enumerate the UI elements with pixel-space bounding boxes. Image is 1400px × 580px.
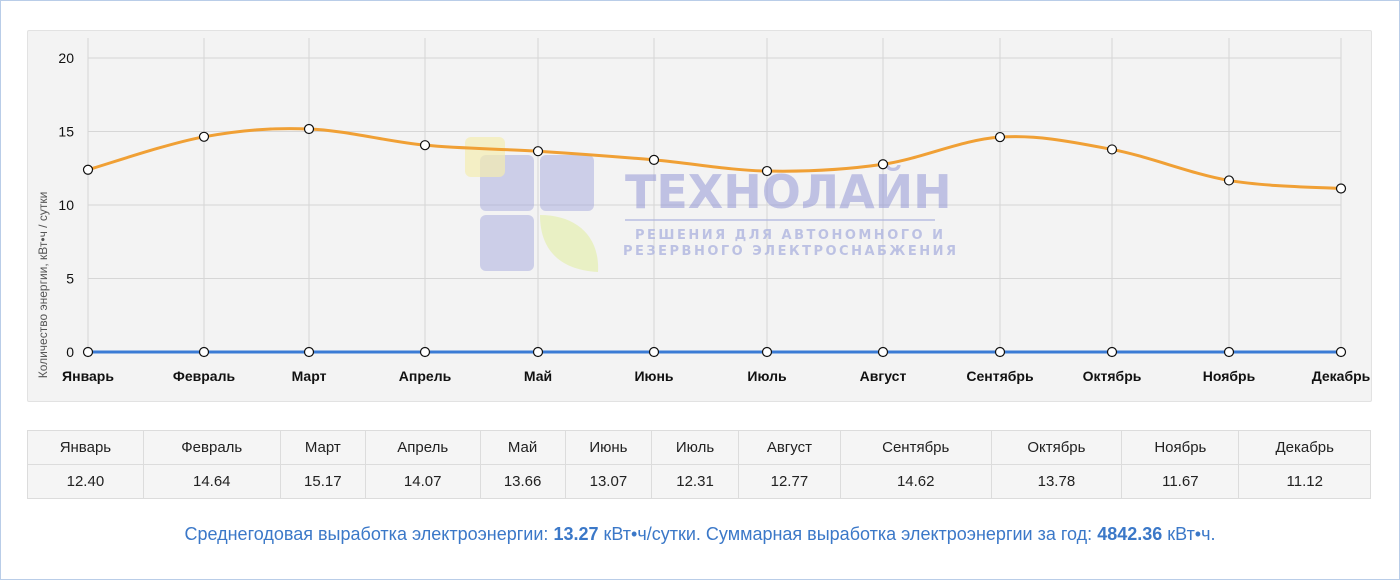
series-2-point bbox=[82, 346, 94, 358]
table-header-cell: Октябрь bbox=[990, 430, 1123, 465]
energy-line-chart: ТЕХНОЛАЙН РЕШЕНИЯ ДЛЯ АВТОНОМНОГО И РЕЗЕ… bbox=[36, 38, 1371, 384]
summary-text: Среднегодовая выработка электроэнергии: … bbox=[0, 524, 1400, 545]
series-1-point bbox=[303, 123, 315, 135]
series-2-point bbox=[419, 346, 431, 358]
total-label: Суммарная выработка электроэнергии за го… bbox=[705, 524, 1093, 544]
x-tick-label: Апрель bbox=[399, 368, 452, 384]
table-header-cell: Август bbox=[737, 430, 841, 465]
x-axis: Январь Февраль Март Апрель Май Июнь Июль Август… bbox=[62, 368, 1371, 384]
y-tick-label: 15 bbox=[58, 124, 74, 140]
y-axis: 0 5 10 15 20 bbox=[58, 50, 74, 360]
logo-panel-2 bbox=[540, 155, 594, 211]
series-1-point bbox=[1223, 175, 1235, 186]
series-2-point bbox=[303, 346, 315, 358]
x-tick-label: Декабрь bbox=[1312, 368, 1371, 384]
series-2-point bbox=[1335, 346, 1347, 358]
series-2-point bbox=[877, 346, 889, 358]
logo-sun bbox=[465, 137, 505, 177]
x-tick-label: Июнь bbox=[634, 368, 673, 384]
table-value-cell: 12.31 bbox=[651, 464, 739, 499]
total-value: 4842.36 bbox=[1097, 524, 1163, 544]
series-2-point bbox=[1223, 346, 1235, 358]
chart-panel bbox=[27, 30, 1372, 402]
series-2-point bbox=[994, 346, 1006, 358]
x-tick-label: Май bbox=[524, 368, 552, 384]
table-value-cell: 12.77 bbox=[737, 464, 841, 499]
table-header-cell: Декабрь bbox=[1238, 430, 1371, 465]
table-header-cell: Июнь bbox=[564, 430, 653, 465]
series-1-point bbox=[648, 154, 660, 165]
avg-value: 13.27 bbox=[553, 524, 599, 544]
table-value-cell: 13.07 bbox=[564, 464, 653, 499]
table-header-cell: Ноябрь bbox=[1121, 430, 1240, 465]
series-2-point bbox=[532, 346, 544, 358]
series-1-point bbox=[1106, 144, 1118, 155]
series-1-point bbox=[419, 140, 431, 151]
table-header-cell: Сентябрь bbox=[839, 430, 992, 465]
logo-leaf bbox=[540, 215, 599, 272]
table-value-cell: 11.67 bbox=[1121, 464, 1240, 499]
watermark-line-1: РЕШЕНИЯ ДЛЯ АВТОНОМНОГО И bbox=[635, 228, 945, 243]
table-value-cell: 13.66 bbox=[479, 464, 566, 499]
watermark-brand: ТЕХНОЛАЙН bbox=[625, 165, 952, 219]
x-tick-label: Октябрь bbox=[1083, 368, 1142, 384]
total-unit: кВт•ч. bbox=[1167, 524, 1216, 544]
x-tick-label: Сентябрь bbox=[966, 368, 1034, 384]
series-1-point bbox=[1335, 183, 1347, 194]
table-header-cell: Май bbox=[479, 430, 566, 465]
series-2-point bbox=[761, 346, 773, 358]
y-tick-label: 0 bbox=[66, 344, 74, 360]
table-value-cell: 14.07 bbox=[364, 464, 481, 499]
x-tick-label: Февраль bbox=[173, 368, 236, 384]
chart-grid bbox=[87, 38, 1342, 353]
series-2-point bbox=[1106, 346, 1118, 358]
avg-label: Среднегодовая выработка электроэнергии: bbox=[184, 524, 549, 544]
x-tick-label: Март bbox=[292, 368, 327, 384]
table-header-cell: Январь bbox=[27, 430, 144, 465]
table-header-cell: Апрель bbox=[364, 430, 481, 465]
series-1-point bbox=[761, 165, 773, 177]
x-tick-label: Август bbox=[860, 368, 907, 384]
x-tick-label: Январь bbox=[62, 368, 114, 384]
table-header-cell: Февраль bbox=[142, 430, 281, 465]
y-axis-title: Количество энергии, кВт•ч / сутки bbox=[36, 192, 50, 379]
series-1-point bbox=[877, 159, 889, 170]
table-header-row: Январь Февраль Март Апрель Май Июнь Июль Август… bbox=[27, 430, 1371, 465]
series-2-point bbox=[648, 346, 660, 358]
avg-unit: кВт•ч/сутки. bbox=[603, 524, 701, 544]
table-value-cell: 14.64 bbox=[142, 464, 281, 499]
watermark-logo: ТЕХНОЛАЙН РЕШЕНИЯ ДЛЯ АВТОНОМНОГО И РЕЗЕ… bbox=[465, 137, 959, 272]
table-value-cell: 13.78 bbox=[990, 464, 1123, 499]
table-value-cell: 12.40 bbox=[27, 464, 144, 499]
table-value-cell: 11.12 bbox=[1238, 464, 1371, 499]
watermark-line-2: РЕЗЕРВНОГО ЭЛЕКТРОСНАБЖЕНИЯ bbox=[623, 244, 959, 259]
chart-series bbox=[82, 123, 1347, 358]
y-tick-label: 10 bbox=[58, 197, 74, 213]
table-value-cell: 14.62 bbox=[839, 464, 992, 499]
table-values-row: 12.40 14.64 15.17 14.07 13.66 13.07 12.31 12.77… bbox=[27, 464, 1371, 499]
logo-panel-3 bbox=[480, 215, 534, 271]
series-2-point bbox=[198, 346, 210, 358]
series-1-line bbox=[87, 127, 1342, 191]
x-tick-label: Июль bbox=[747, 368, 787, 384]
y-tick-label: 20 bbox=[58, 50, 74, 66]
monthly-values-table: Январь Февраль Март Апрель Май Июнь Июль Август… bbox=[27, 430, 1371, 499]
table-value-cell: 15.17 bbox=[279, 464, 366, 499]
series-1-point bbox=[994, 131, 1006, 143]
series-1-point bbox=[198, 131, 210, 142]
table-header-cell: Июль bbox=[651, 430, 739, 465]
series-1-point bbox=[532, 146, 544, 157]
y-tick-label: 5 bbox=[66, 271, 74, 287]
x-tick-label: Ноябрь bbox=[1203, 368, 1256, 384]
table-header-cell: Март bbox=[279, 430, 366, 465]
series-1-point bbox=[82, 164, 94, 175]
